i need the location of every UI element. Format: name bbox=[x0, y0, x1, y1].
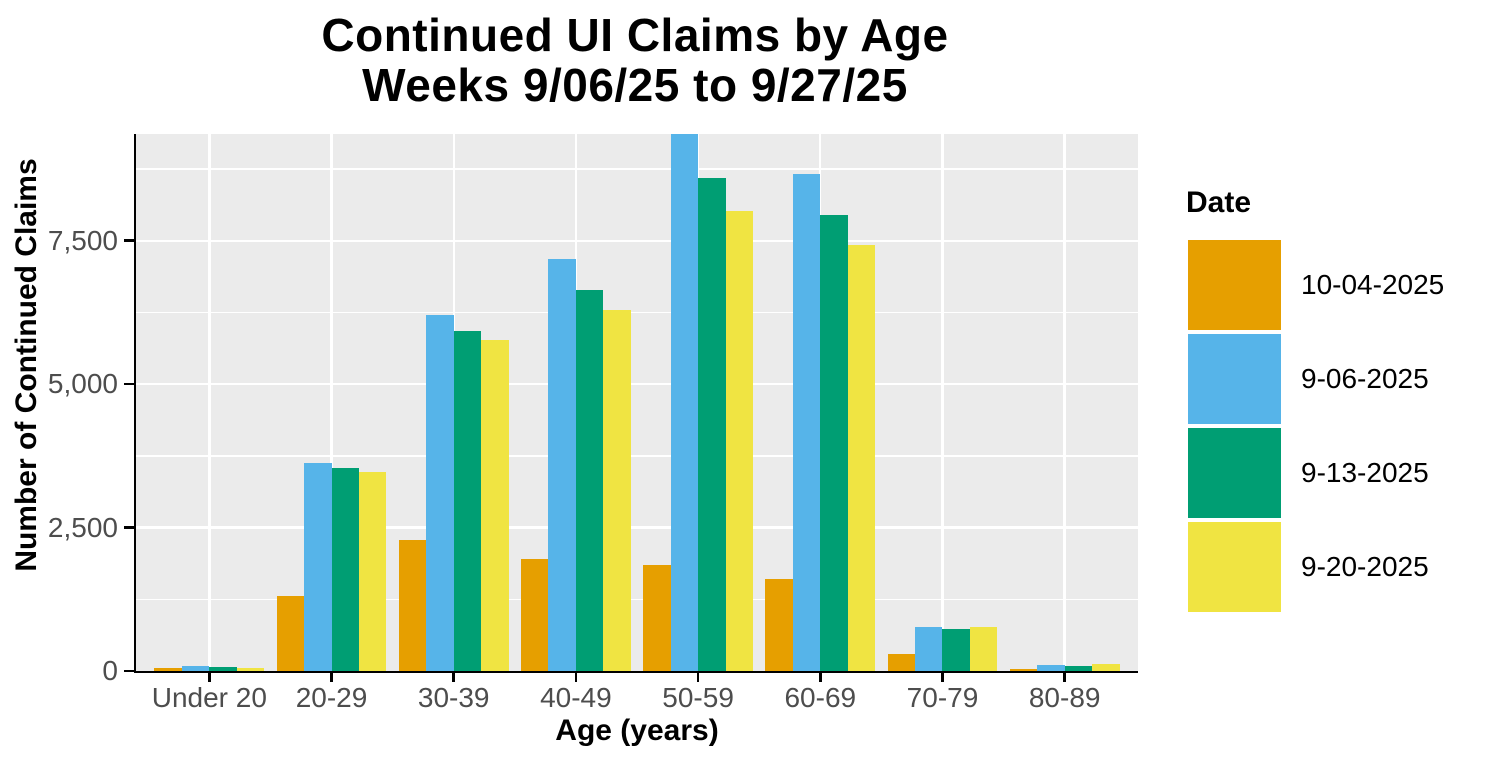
major-gridline bbox=[136, 382, 1138, 386]
bar-9-20-2025-40-49 bbox=[603, 309, 631, 671]
bar-9-06-2025-Under 20 bbox=[181, 666, 210, 671]
legend-entry-label: 9-06-2025 bbox=[1301, 363, 1429, 394]
x-tick-label: 70-79 bbox=[906, 682, 979, 713]
bar-9-13-2025-20-29 bbox=[331, 468, 359, 671]
y-tick bbox=[124, 239, 134, 242]
x-tick bbox=[696, 673, 700, 682]
legend-entry-label: 9-13-2025 bbox=[1301, 457, 1429, 488]
x-tick-label: 50-59 bbox=[662, 682, 734, 713]
bar-9-20-2025-30-39 bbox=[481, 339, 509, 671]
y-tick-label: 2,500 bbox=[47, 511, 118, 543]
x-tick bbox=[819, 673, 822, 682]
legend-key-swatch bbox=[1188, 334, 1281, 424]
legend-entry: 9-06-2025 bbox=[1188, 334, 1444, 424]
vertical-gridline bbox=[941, 134, 944, 671]
bar-10-04-2025-60-69 bbox=[765, 578, 793, 671]
bar-9-20-2025-80-89 bbox=[1092, 664, 1120, 671]
bar-9-13-2025-80-89 bbox=[1064, 665, 1093, 671]
x-tick bbox=[941, 673, 944, 682]
bar-9-06-2025-50-59 bbox=[670, 134, 699, 671]
bar-10-04-2025-Under 20 bbox=[154, 668, 182, 671]
vertical-gridline bbox=[1063, 134, 1066, 671]
y-tick bbox=[124, 669, 134, 673]
bar-9-06-2025-40-49 bbox=[548, 259, 576, 671]
bar-9-06-2025-20-29 bbox=[304, 462, 332, 671]
x-tick bbox=[452, 673, 455, 682]
bar-9-13-2025-40-49 bbox=[575, 290, 604, 671]
bar-9-13-2025-60-69 bbox=[820, 214, 848, 671]
y-tick bbox=[124, 382, 134, 386]
bar-9-20-2025-70-79 bbox=[969, 626, 998, 671]
legend-entry-label: 10-04-2025 bbox=[1301, 269, 1445, 300]
bar-10-04-2025-80-89 bbox=[1009, 668, 1038, 671]
legend-key-swatch bbox=[1188, 240, 1281, 330]
bar-9-20-2025-50-59 bbox=[725, 211, 754, 671]
minor-gridline bbox=[136, 168, 1138, 170]
major-gridline bbox=[136, 239, 1138, 242]
bar-9-20-2025-Under 20 bbox=[236, 667, 265, 671]
bar-9-06-2025-60-69 bbox=[792, 173, 821, 671]
bar-9-20-2025-60-69 bbox=[847, 244, 876, 671]
plot-panel bbox=[134, 134, 1138, 673]
x-tick-label: 40-49 bbox=[540, 682, 612, 713]
legend-entry: 10-04-2025 bbox=[1188, 240, 1444, 330]
bar-9-13-2025-50-59 bbox=[698, 178, 726, 671]
vertical-gridline bbox=[208, 134, 211, 671]
legend-entry-label: 9-20-2025 bbox=[1301, 551, 1429, 582]
chart-title: Continued UI Claims by Age Weeks 9/06/25… bbox=[0, 10, 1270, 110]
x-tick-label: 30-39 bbox=[417, 682, 490, 713]
y-tick-label: 7,500 bbox=[47, 224, 118, 256]
minor-gridline bbox=[136, 311, 1138, 314]
bar-9-13-2025-70-79 bbox=[942, 629, 970, 671]
x-tick bbox=[1063, 673, 1066, 682]
vertical-gridline bbox=[452, 134, 455, 671]
bar-9-06-2025-30-39 bbox=[426, 314, 454, 671]
legend-key-swatch bbox=[1188, 522, 1281, 612]
legend-key-swatch bbox=[1188, 428, 1281, 518]
x-tick bbox=[330, 673, 333, 682]
bar-9-13-2025-Under 20 bbox=[209, 666, 237, 671]
minor-gridline bbox=[136, 598, 1138, 600]
bar-10-04-2025-70-79 bbox=[887, 654, 915, 671]
x-tick bbox=[208, 673, 211, 682]
chart-title-line2: Weeks 9/06/25 to 9/27/25 bbox=[362, 59, 908, 111]
vertical-gridline bbox=[330, 134, 333, 671]
x-tick-label: 80-89 bbox=[1028, 682, 1101, 713]
chart-title-line1: Continued UI Claims by Age bbox=[321, 9, 949, 61]
bar-9-06-2025-70-79 bbox=[914, 627, 943, 671]
bar-9-13-2025-30-39 bbox=[453, 330, 482, 671]
x-tick-label: Under 20 bbox=[151, 682, 267, 713]
bar-10-04-2025-40-49 bbox=[520, 559, 549, 671]
y-tick-label: 5,000 bbox=[47, 368, 118, 400]
vertical-gridline bbox=[696, 134, 700, 671]
legend-title: Date bbox=[1186, 186, 1252, 219]
y-tick-label: 0 bbox=[102, 655, 118, 686]
bar-10-04-2025-50-59 bbox=[643, 564, 671, 671]
y-tick bbox=[124, 526, 134, 529]
x-tick-label: 60-69 bbox=[784, 682, 857, 713]
minor-gridline bbox=[136, 455, 1138, 457]
legend: 10-04-2025 9-06-2025 9-13-2025 9-20-2025 bbox=[1188, 240, 1444, 612]
x-axis-title: Age (years) bbox=[555, 714, 719, 747]
bar-9-06-2025-80-89 bbox=[1037, 665, 1065, 671]
bar-10-04-2025-20-29 bbox=[276, 596, 304, 671]
bar-9-20-2025-20-29 bbox=[359, 471, 387, 671]
x-tick bbox=[574, 673, 578, 682]
legend-entry: 9-13-2025 bbox=[1188, 428, 1444, 518]
y-axis-title: Number of Continued Claims bbox=[10, 158, 43, 572]
legend-entry: 9-20-2025 bbox=[1188, 522, 1444, 612]
bar-10-04-2025-30-39 bbox=[398, 540, 427, 671]
x-tick-label: 20-29 bbox=[295, 682, 368, 713]
major-gridline bbox=[136, 526, 1138, 529]
